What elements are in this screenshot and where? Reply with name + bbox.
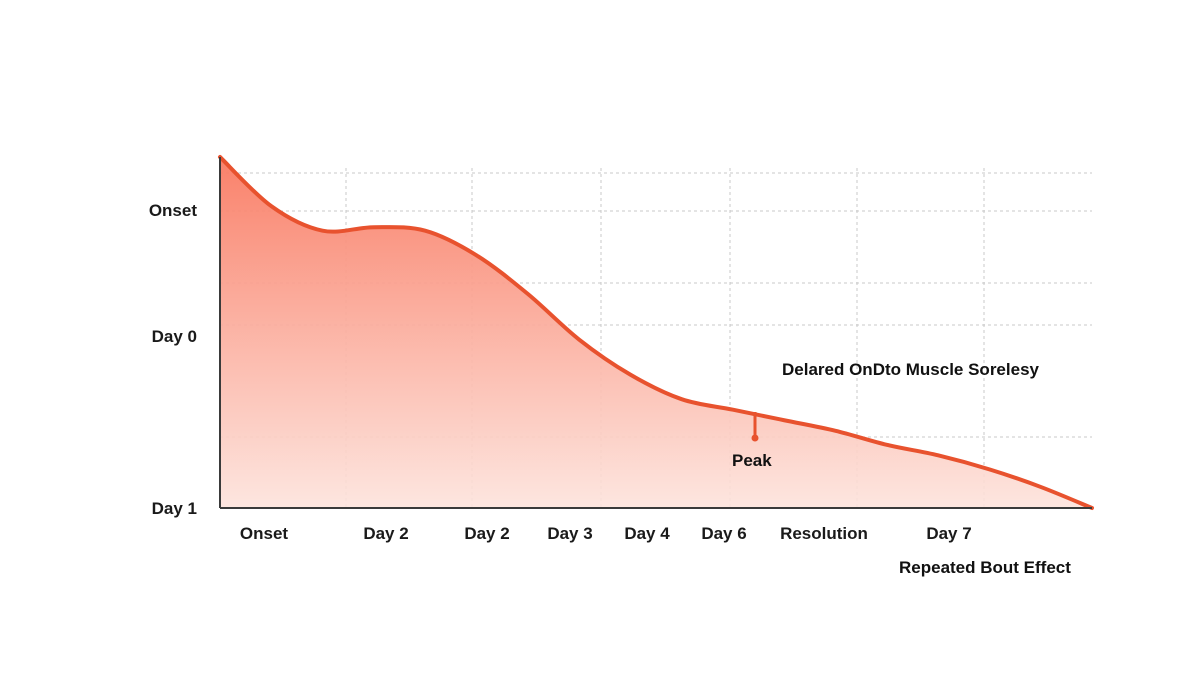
y-tick-labels: Onset Day 0 Day 1 xyxy=(149,201,198,518)
annotation-muscle-soreness: Delared OnDto Muscle Sorelesy xyxy=(782,360,1040,379)
annotation-peak: Peak xyxy=(732,451,772,470)
peak-marker xyxy=(751,412,759,442)
annotation-repeated-bout-effect: Repeated Bout Effect xyxy=(899,558,1071,577)
y-tick-label: Day 1 xyxy=(152,499,197,518)
x-tick-label: Day 2 xyxy=(464,524,509,543)
x-tick-label: Day 2 xyxy=(363,524,408,543)
series-area xyxy=(220,157,1092,508)
x-tick-label: Onset xyxy=(240,524,289,543)
peak-marker-dot xyxy=(751,434,759,442)
x-tick-label: Day 3 xyxy=(547,524,592,543)
x-tick-label: Resolution xyxy=(780,524,868,543)
x-tick-label: Day 6 xyxy=(701,524,746,543)
x-tick-labels: Onset Day 2 Day 2 Day 3 Day 4 Day 6 Resolution… xyxy=(240,524,972,543)
series-line xyxy=(218,155,1094,510)
x-tick-label: Day 4 xyxy=(624,524,670,543)
x-tick-label: Day 7 xyxy=(926,524,971,543)
y-tick-label: Onset xyxy=(149,201,198,220)
y-tick-label: Day 0 xyxy=(152,327,197,346)
